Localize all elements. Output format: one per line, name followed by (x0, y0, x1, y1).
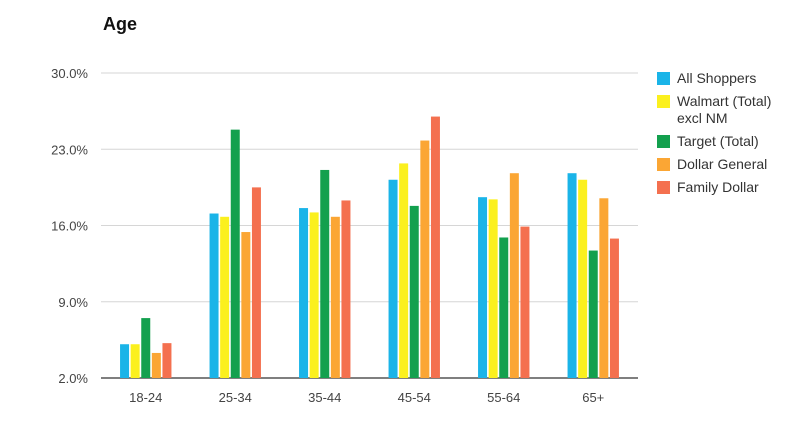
bar (578, 179, 588, 378)
x-tick-label: 25-34 (219, 390, 252, 405)
legend-item: Family Dollar (657, 179, 795, 196)
y-tick-label: 9.0% (58, 295, 88, 310)
bar (420, 140, 430, 378)
bar (251, 187, 261, 379)
y-tick-label: 23.0% (51, 142, 88, 157)
legend-label: Walmart (Total) excl NM (677, 93, 772, 126)
bar (341, 200, 351, 378)
bar (520, 226, 530, 378)
legend-swatch (657, 158, 670, 171)
bar (567, 173, 577, 378)
legend-swatch (657, 95, 670, 108)
bar (141, 318, 151, 378)
bar (299, 208, 309, 378)
bar (388, 179, 398, 378)
legend-item: Walmart (Total) excl NM (657, 93, 795, 127)
bar (478, 197, 488, 378)
bar (162, 343, 172, 378)
x-tick-label: 45-54 (398, 390, 431, 405)
bar (499, 237, 509, 378)
bar (151, 352, 161, 378)
bar (588, 250, 598, 378)
x-tick-label: 18-24 (129, 390, 162, 405)
legend-item: All Shoppers (657, 70, 795, 87)
bar (488, 199, 498, 378)
bar (241, 232, 251, 378)
bar (330, 216, 340, 378)
legend-swatch (657, 181, 670, 194)
bar (509, 173, 519, 378)
bar (599, 198, 609, 378)
legend-item: Target (Total) (657, 133, 795, 150)
y-tick-label: 16.0% (51, 219, 88, 234)
bar (320, 169, 330, 378)
legend-swatch (657, 135, 670, 148)
y-tick-label: 2.0% (58, 371, 88, 386)
x-tick-label: 55-64 (487, 390, 520, 405)
chart-title: Age (103, 14, 138, 34)
legend-label: Dollar General (677, 156, 768, 172)
bar (609, 238, 619, 378)
bar (120, 344, 130, 378)
legend-label: All Shoppers (677, 70, 757, 86)
legend-label: Family Dollar (677, 179, 759, 195)
bar (399, 163, 409, 378)
bar (230, 129, 240, 378)
legend-label: Target (Total) (677, 133, 759, 149)
x-tick-label: 35-44 (308, 390, 341, 405)
bar (220, 216, 230, 378)
bar-chart: 2.0% 9.0% 16.0% 23.0% 30.0% 18-24 25-34 35-44 45… (51, 66, 638, 405)
bar (209, 213, 219, 378)
y-tick-label: 30.0% (51, 66, 88, 81)
x-tick-label: 65+ (582, 390, 604, 405)
bar (130, 344, 140, 378)
bar (309, 212, 319, 378)
legend-swatch (657, 72, 670, 85)
bar (430, 116, 440, 378)
legend: All Shoppers Walmart (Total) excl NM Targe… (657, 70, 795, 202)
bar (409, 205, 419, 378)
legend-item: Dollar General (657, 156, 795, 173)
